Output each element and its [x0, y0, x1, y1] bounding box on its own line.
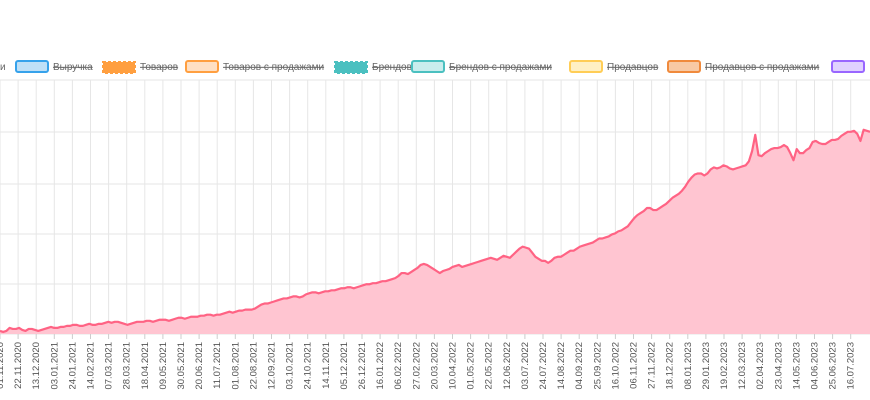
series-area: [0, 129, 870, 334]
legend-swatch: [411, 60, 445, 73]
legend-item-label: и: [0, 62, 6, 73]
x-tick-label: 03.01.2021: [49, 342, 60, 390]
x-tick-label: 28.03.2021: [122, 342, 133, 390]
x-tick-label: 24.01.2021: [67, 342, 78, 390]
legend-item[interactable]: Брендов: [334, 61, 412, 74]
legend-swatch: [102, 61, 136, 74]
series-area-fill: [0, 129, 870, 334]
legend-swatch: [831, 60, 865, 73]
x-tick-label: 12.09.2021: [267, 342, 278, 390]
x-tick-label: 24.07.2022: [538, 342, 549, 390]
x-tick-label: 07.03.2021: [104, 342, 115, 390]
x-tick-label: 12.06.2022: [502, 342, 513, 390]
legend-swatch: [185, 60, 219, 73]
x-tick-label: 14.08.2022: [556, 342, 567, 390]
x-tick-label: 16.07.2023: [846, 342, 857, 390]
legend-item[interactable]: Товаров: [102, 61, 178, 74]
x-tick-label: 10.04.2022: [448, 342, 459, 390]
x-tick-label: 19.02.2023: [719, 342, 730, 390]
legend-item-label: Брендов с продажами: [449, 62, 552, 73]
x-tick-label: 27.02.2022: [411, 342, 422, 390]
legend: и Выручка Товаров Товаров с продажами Брендо…: [0, 60, 865, 74]
legend-item[interactable]: Продавцов с продажами: [667, 60, 819, 73]
x-tick-label: 12.03.2023: [737, 342, 748, 390]
x-tick-label: 22.11.2020: [13, 342, 24, 389]
x-tick-label: 09.05.2021: [158, 342, 169, 390]
x-tick-label: 25.09.2022: [592, 342, 603, 390]
legend-item[interactable]: Выручка: [15, 60, 93, 73]
legend-item[interactable]: Продавцов: [569, 60, 658, 73]
x-tick-label: 22.08.2021: [248, 342, 259, 390]
legend-swatch: [15, 60, 49, 73]
legend-item-label: Товаров: [140, 62, 178, 73]
x-tick-label: 29.01.2023: [701, 342, 712, 390]
legend-item[interactable]: и: [0, 62, 6, 73]
x-tick-label: 18.04.2021: [140, 342, 151, 390]
x-tick-label: 08.01.2023: [683, 342, 694, 390]
x-tick-label: 18.12.2022: [665, 342, 676, 390]
legend-swatch: [334, 61, 368, 74]
x-tick-label: 22.05.2022: [484, 342, 495, 390]
x-tick-label: 01.08.2021: [230, 342, 241, 390]
legend-swatch: [569, 60, 603, 73]
series-line-path: [0, 128, 870, 334]
x-tick-label: 25.06.2023: [828, 342, 839, 390]
legend-item-label: Товаров с продажами: [223, 62, 324, 73]
legend-item[interactable]: Брендов с продажами: [411, 60, 552, 73]
x-tick-label: 26.12.2021: [357, 342, 368, 390]
legend-item[interactable]: Товаров с продажами: [185, 60, 324, 73]
x-tick-label: 03.07.2022: [520, 342, 531, 390]
x-tick-label: 14.11.2021: [321, 342, 332, 389]
x-tick-label: 14.05.2023: [791, 342, 802, 390]
legend-swatch: [667, 60, 701, 73]
x-tick-label: 01.05.2022: [466, 342, 477, 390]
x-tick-label: 04.09.2022: [574, 342, 585, 390]
x-tick-label: 01.11.2020: [0, 342, 6, 389]
legend-item-label: Выручка: [53, 62, 93, 73]
x-tick-label: 14.02.2021: [86, 342, 97, 390]
x-tick-label: 23.04.2023: [773, 342, 784, 390]
x-axis-ticks: 01.11.2020 22.11.2020 13.12.2020 03.01.2021…: [0, 334, 857, 390]
x-tick-label: 03.10.2021: [285, 342, 296, 390]
x-tick-label: 11.07.2021: [212, 342, 223, 389]
series-line: [0, 128, 870, 334]
x-tick-label: 16.01.2022: [375, 342, 386, 390]
legend-item[interactable]: [831, 60, 865, 73]
x-tick-label: 13.12.2020: [31, 342, 42, 390]
x-tick-label: 24.10.2021: [303, 342, 314, 390]
x-tick-label: 27.11.2022: [647, 342, 658, 389]
x-tick-label: 05.12.2021: [339, 342, 350, 390]
legend-item-label: Продавцов с продажами: [705, 62, 819, 73]
x-tick-label: 02.04.2023: [755, 342, 766, 390]
x-tick-label: 06.11.2022: [629, 342, 640, 389]
legend-item-label: Брендов: [372, 62, 412, 73]
x-tick-label: 16.10.2022: [610, 342, 621, 390]
x-tick-label: 30.05.2021: [176, 342, 187, 390]
legend-item-label: Продавцов: [607, 62, 658, 73]
x-tick-label: 20.06.2021: [194, 342, 205, 390]
x-tick-label: 20.03.2022: [429, 342, 440, 390]
x-tick-label: 06.02.2022: [393, 342, 404, 390]
x-tick-label: 04.06.2023: [810, 342, 821, 390]
